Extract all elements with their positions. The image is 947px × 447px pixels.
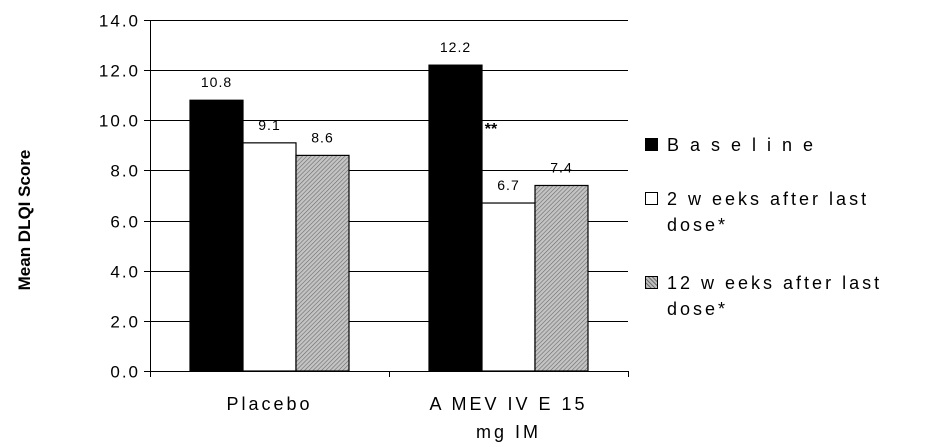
legend-label-baseline: B a s e l i n e (667, 135, 817, 155)
x-category-label: Placebo (226, 394, 312, 414)
legend-swatch-white (645, 192, 658, 205)
bar-solid (189, 99, 244, 372)
y-tick-label: 10.0 (99, 112, 140, 131)
y-tick-label: 2.0 (110, 313, 140, 332)
x-category-label: mg IM (476, 422, 541, 442)
legend-label-2-weeks-line1: 2 w eeks after last (667, 189, 870, 209)
y-tick-label: 6.0 (110, 213, 140, 232)
data-label: 12.2 (440, 39, 471, 55)
y-axis-label: Mean DLQI Score (15, 150, 34, 291)
data-label: 9.1 (258, 117, 280, 133)
data-label: 10.8 (201, 74, 232, 90)
legend-label-2-weeks: 2 w eeks after last dose* (667, 186, 937, 238)
labels: 10.8 9.1 8.6 Placebo 12.2 6.7 7.4 A MEV IV E 15… (201, 39, 587, 442)
legend-label-12-weeks-line1: 12 w eeks after last (667, 273, 883, 293)
y-tick-label: 14.0 (99, 12, 140, 31)
significance-annotation: ** (485, 121, 498, 138)
bar-white (242, 142, 297, 372)
legend-swatch-solid (645, 138, 658, 151)
legend-label-12-weeks: 12 w eeks after last dose* (667, 270, 937, 322)
x-category-label: A MEV IV E 15 (429, 394, 587, 414)
data-label: 8.6 (311, 129, 333, 145)
bar-hatched (534, 184, 589, 372)
y-tick-label: 0.0 (110, 363, 140, 382)
data-label: 6.7 (497, 177, 519, 193)
legend-swatch-hatched (645, 276, 658, 289)
bar-hatched (295, 154, 350, 372)
y-tick-label: 4.0 (110, 263, 140, 282)
y-tick-label: 12.0 (99, 62, 140, 81)
y-tick-label: 8.0 (110, 162, 140, 181)
data-label: 7.4 (550, 159, 572, 175)
bar-white (481, 202, 536, 372)
bars (189, 64, 589, 372)
bar-solid (428, 64, 483, 372)
legend-label-12-weeks-line2: dose* (667, 299, 729, 319)
legend-label-2-weeks-line2: dose* (667, 215, 729, 235)
